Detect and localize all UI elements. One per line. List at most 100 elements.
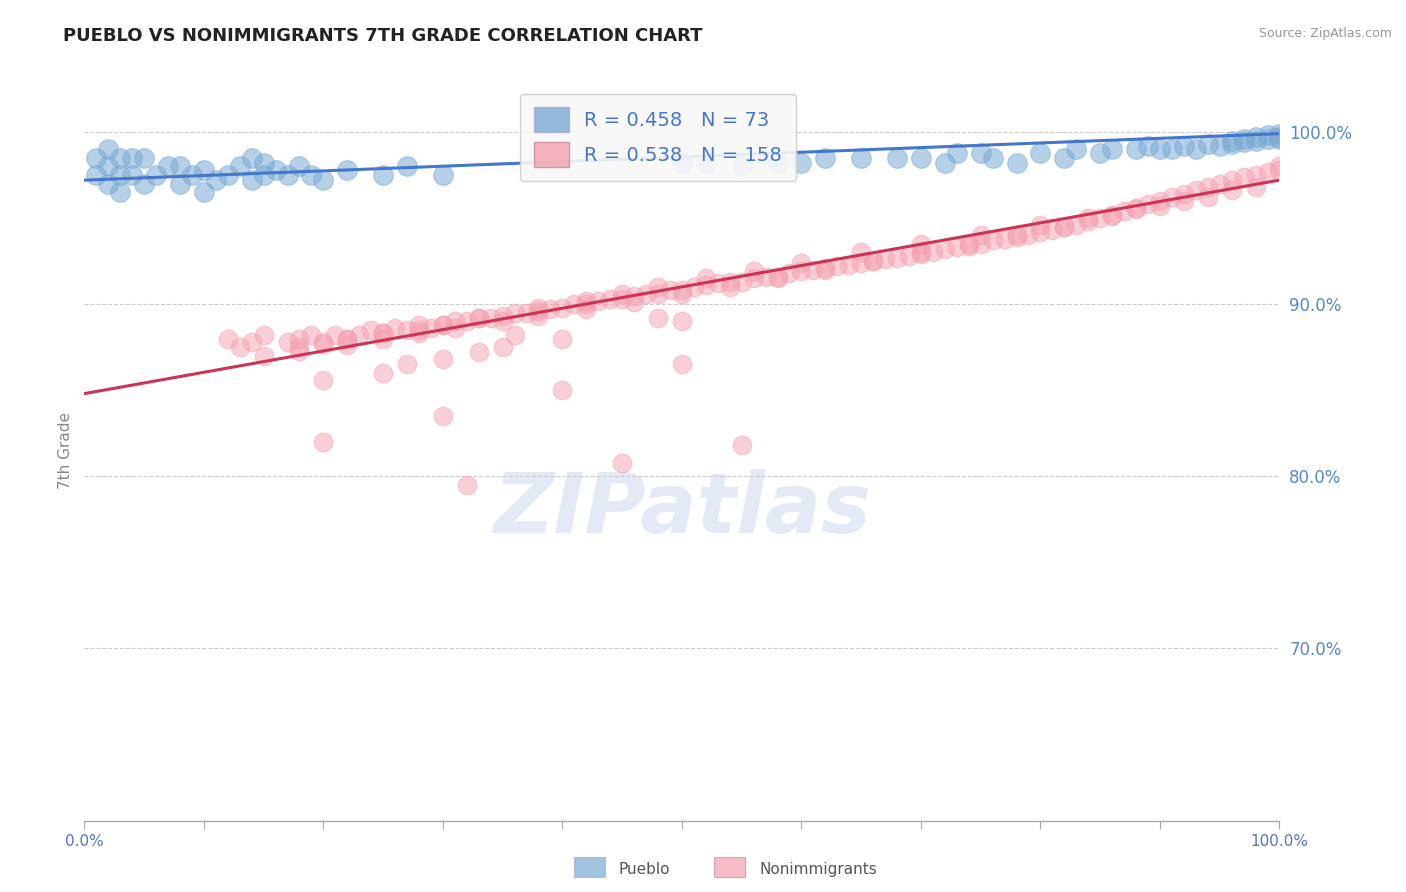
Point (1149, 142, 1171, 156)
Point (814, 260, 837, 275)
Point (1220, 136, 1243, 151)
Point (432, 318, 454, 332)
Point (1053, 219, 1076, 234)
Point (384, 321, 406, 335)
Point (910, 151, 932, 165)
Point (946, 240, 969, 254)
Point (336, 338, 359, 352)
Point (1137, 138, 1160, 153)
Point (193, 162, 215, 177)
Point (814, 151, 837, 165)
Point (1220, 173, 1243, 187)
Point (253, 328, 276, 343)
Point (731, 438, 754, 452)
Point (492, 340, 515, 354)
Point (851, 245, 873, 260)
Point (288, 340, 311, 354)
Text: PUEBLO VS NONIMMIGRANTS 7TH GRADE CORRELATION CHART: PUEBLO VS NONIMMIGRANTS 7TH GRADE CORREL… (63, 27, 703, 45)
Point (121, 151, 143, 165)
Point (301, 328, 323, 343)
Point (253, 168, 276, 182)
Point (1029, 145, 1052, 160)
Point (970, 228, 993, 243)
Point (325, 328, 347, 343)
Point (1233, 135, 1256, 149)
Point (110, 185, 132, 199)
Point (1161, 190, 1184, 204)
Point (551, 332, 574, 346)
Point (1244, 134, 1267, 148)
Point (934, 242, 956, 256)
Point (1257, 132, 1279, 146)
Point (1244, 168, 1267, 182)
Point (312, 334, 335, 349)
Point (145, 168, 167, 182)
Point (432, 318, 454, 332)
Point (934, 156, 956, 170)
Point (277, 334, 299, 349)
Point (527, 309, 550, 323)
Point (1042, 223, 1064, 237)
Point (827, 259, 849, 273)
Point (110, 151, 132, 165)
Point (157, 160, 180, 174)
Point (910, 245, 932, 260)
Point (564, 297, 586, 311)
Point (1233, 132, 1256, 146)
Point (957, 236, 980, 251)
Point (910, 236, 932, 251)
Point (408, 318, 430, 332)
Point (731, 275, 754, 289)
Point (132, 151, 156, 165)
Point (456, 478, 478, 492)
Point (503, 306, 526, 320)
Point (612, 286, 634, 301)
Point (396, 160, 419, 174)
Point (1149, 199, 1171, 213)
Point (240, 151, 263, 165)
Point (1209, 138, 1232, 153)
Point (503, 328, 526, 343)
Text: ZIPatlas: ZIPatlas (494, 469, 870, 550)
Point (647, 310, 669, 325)
Point (169, 177, 191, 191)
Point (790, 256, 813, 270)
Point (575, 297, 598, 311)
Point (432, 409, 454, 423)
Point (444, 314, 467, 328)
Point (575, 302, 598, 317)
Point (1268, 162, 1291, 177)
Point (766, 271, 789, 285)
Point (396, 323, 419, 337)
Point (277, 168, 299, 182)
Point (288, 160, 311, 174)
Y-axis label: 7th Grade: 7th Grade (58, 412, 73, 489)
Point (551, 383, 574, 397)
Point (636, 286, 658, 301)
Point (349, 328, 371, 343)
Point (1005, 230, 1028, 244)
Point (981, 151, 1004, 165)
Point (97, 142, 120, 156)
Point (1029, 225, 1052, 239)
Point (253, 349, 276, 363)
Point (1197, 190, 1219, 204)
Point (336, 332, 359, 346)
Point (1066, 142, 1088, 156)
Point (718, 280, 741, 294)
Point (898, 249, 921, 263)
Point (1257, 164, 1279, 178)
Point (540, 302, 562, 317)
Point (468, 345, 491, 359)
Point (1257, 128, 1279, 143)
Point (671, 357, 693, 371)
Point (1268, 160, 1291, 174)
Point (1066, 218, 1088, 232)
Point (766, 269, 789, 284)
Point (790, 156, 813, 170)
Point (1244, 180, 1267, 194)
Point (288, 332, 311, 346)
Point (1197, 136, 1219, 151)
Point (647, 286, 669, 301)
Point (468, 310, 491, 325)
